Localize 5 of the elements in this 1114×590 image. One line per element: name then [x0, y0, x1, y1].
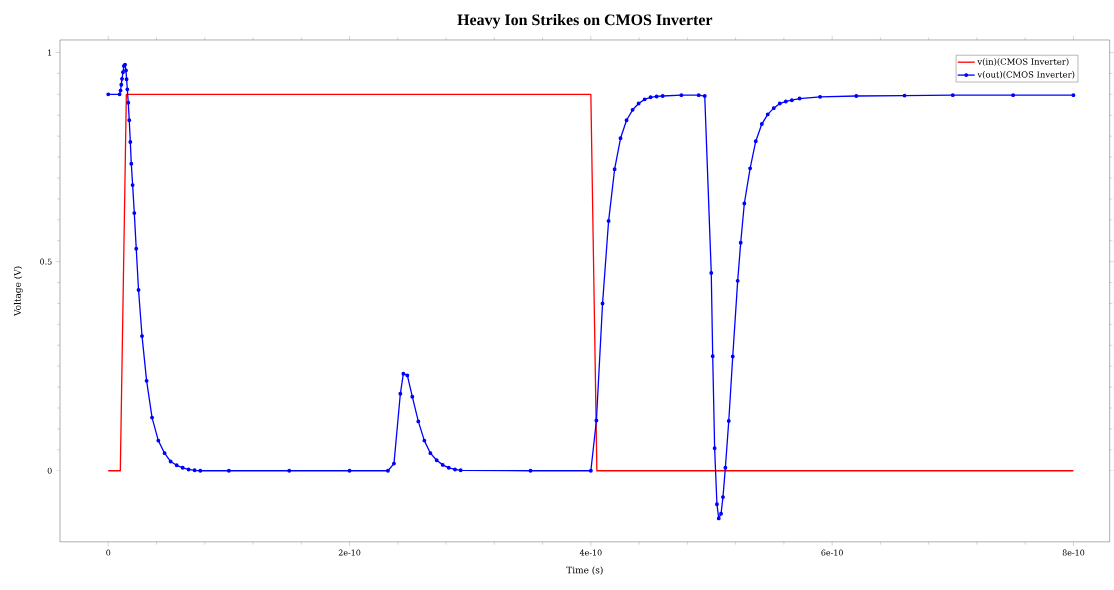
legend-label: v(in)(CMOS Inverter) — [977, 58, 1069, 67]
legend-label: v(out)(CMOS Inverter) — [977, 71, 1075, 79]
y-axis-title: Voltage (V) — [13, 266, 23, 317]
chart-title: Heavy Ion Strikes on CMOS Inverter — [457, 14, 713, 29]
x-axis-title: Time (s) — [566, 566, 603, 575]
